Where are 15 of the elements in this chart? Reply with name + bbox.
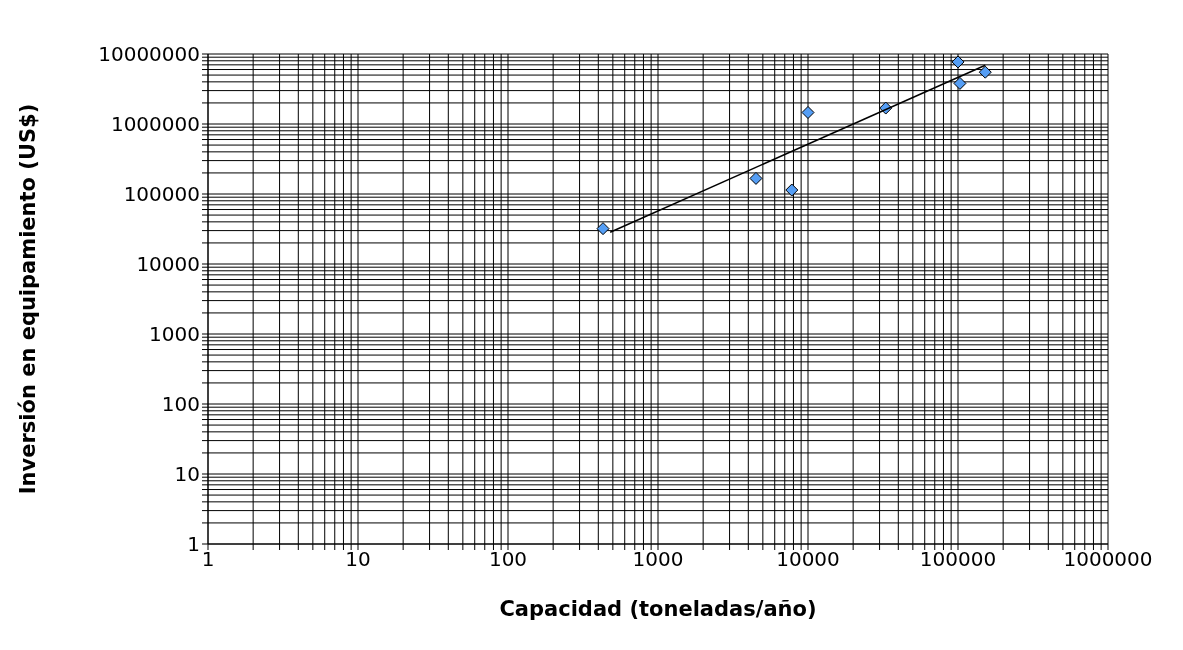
x-tick-label: 100 xyxy=(488,547,528,572)
y-tick-label: 10000000 xyxy=(98,42,200,67)
x-tick-label: 100000 xyxy=(919,547,997,572)
y-tick-label: 10 xyxy=(174,462,200,487)
x-tick-label: 10000 xyxy=(776,547,840,572)
y-tick-label: 1000000 xyxy=(110,112,200,137)
x-tick-label: 1000000 xyxy=(1063,547,1153,572)
y-tick-label: 10000 xyxy=(136,252,200,277)
y-tick-label: 1000 xyxy=(149,322,200,347)
y-tick-label: 100000 xyxy=(123,182,200,207)
y-tick-label: 100 xyxy=(161,392,200,417)
x-axis-title: Capacidad (toneladas/año) xyxy=(499,597,817,621)
y-axis-title: Inversión en equipamiento (US$) xyxy=(16,103,41,495)
x-tick-label: 1000 xyxy=(632,547,684,572)
x-tick-label: 10 xyxy=(345,547,371,572)
